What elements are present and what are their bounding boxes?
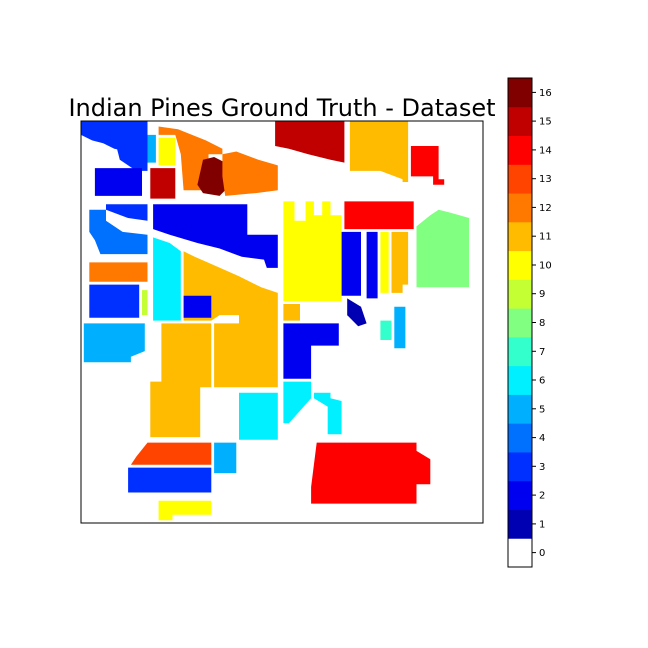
colorbar-tick-label: 9 [539, 289, 545, 300]
colorbar-tick-label: 6 [539, 376, 545, 387]
region-class-12 [89, 262, 148, 282]
region-class-4 [89, 209, 148, 255]
colorbar-segment-4 [508, 423, 532, 453]
region-class-14 [344, 201, 414, 230]
region-class-13 [130, 442, 212, 465]
region-class-15 [275, 121, 345, 163]
region-class-5 [83, 323, 145, 363]
colorbar-segment-16 [508, 78, 532, 108]
region-class-6 [313, 392, 342, 435]
colorbar-tick-label: 5 [539, 404, 545, 415]
colorbar-segment-2 [508, 480, 532, 510]
region-class-5 [394, 306, 406, 349]
region-class-11 [391, 231, 409, 293]
colorbar-segment-7 [508, 336, 532, 367]
colorbar-segment-6 [508, 365, 532, 395]
colorbar-tick-label: 10 [539, 261, 552, 272]
region-class-10 [380, 231, 389, 293]
region-class-11 [150, 323, 212, 438]
region-class-2 [366, 231, 378, 299]
colorbar-segment-9 [508, 279, 532, 309]
colorbar-tick-label: 12 [539, 203, 552, 214]
ground-truth-map [81, 121, 483, 523]
colorbar-segment-3 [508, 451, 532, 482]
colorbar-tick-label: 15 [539, 117, 552, 128]
colorbar-tick-label: 11 [539, 232, 552, 243]
colorbar-tick-label: 0 [539, 548, 545, 559]
region-class-16 [197, 157, 228, 196]
region-class-5 [214, 442, 237, 474]
colorbar-tick-label: 14 [539, 145, 552, 156]
region-class-11 [283, 304, 300, 321]
region-class-3 [128, 467, 212, 493]
region-class-2 [94, 168, 142, 196]
colorbar-tick-label: 16 [539, 88, 552, 99]
colorbar-tick-label: 3 [539, 462, 545, 473]
region-class-5 [147, 134, 156, 163]
region-class-14 [410, 146, 445, 185]
colorbar-segment-11 [508, 221, 532, 252]
colorbar-tick-label: 4 [539, 433, 545, 444]
region-class-10 [158, 500, 212, 521]
region-class-10 [283, 201, 342, 302]
region-class-14 [311, 442, 431, 504]
region-class-10 [158, 137, 176, 166]
colorbar-tick-label: 1 [539, 519, 545, 530]
region-class-3 [89, 284, 140, 318]
colorbar-tick-label: 7 [539, 347, 545, 358]
region-class-2 [283, 323, 339, 379]
colorbar-segment-13 [508, 164, 532, 194]
colorbar-segment-5 [508, 394, 532, 424]
colorbar-segment-12 [508, 193, 532, 223]
colorbar-segment-14 [508, 135, 532, 165]
region-class-11 [349, 121, 409, 182]
colorbar-tick-label: 13 [539, 174, 552, 185]
region-class-9 [142, 290, 148, 316]
region-class-8 [416, 209, 470, 288]
region-class-6 [239, 392, 278, 440]
region-class-6 [283, 381, 312, 424]
map-frame [80, 120, 484, 524]
colorbar-tick-label: 2 [539, 491, 545, 502]
region-class-2 [341, 231, 361, 296]
region-class-1 [347, 298, 367, 327]
colorbar-segment-10 [508, 250, 532, 280]
colorbar-segment-0 [508, 538, 532, 568]
region-class-7 [380, 320, 392, 340]
region-class-15 [150, 168, 176, 199]
region-class-12 [222, 151, 278, 196]
colorbar-segment-15 [508, 106, 532, 137]
colorbar-segment-8 [508, 308, 532, 338]
region-class-11 [183, 251, 278, 388]
colorbar-tick-label: 8 [539, 318, 545, 329]
colorbar-segment-1 [508, 509, 532, 539]
region-class-6 [153, 237, 181, 321]
region-class-3 [117, 134, 148, 171]
region-class-3 [106, 204, 148, 221]
region-class-2 [153, 204, 278, 268]
chart-title: Indian Pines Ground Truth - Dataset [68, 94, 495, 122]
region-class-2 [183, 295, 212, 318]
